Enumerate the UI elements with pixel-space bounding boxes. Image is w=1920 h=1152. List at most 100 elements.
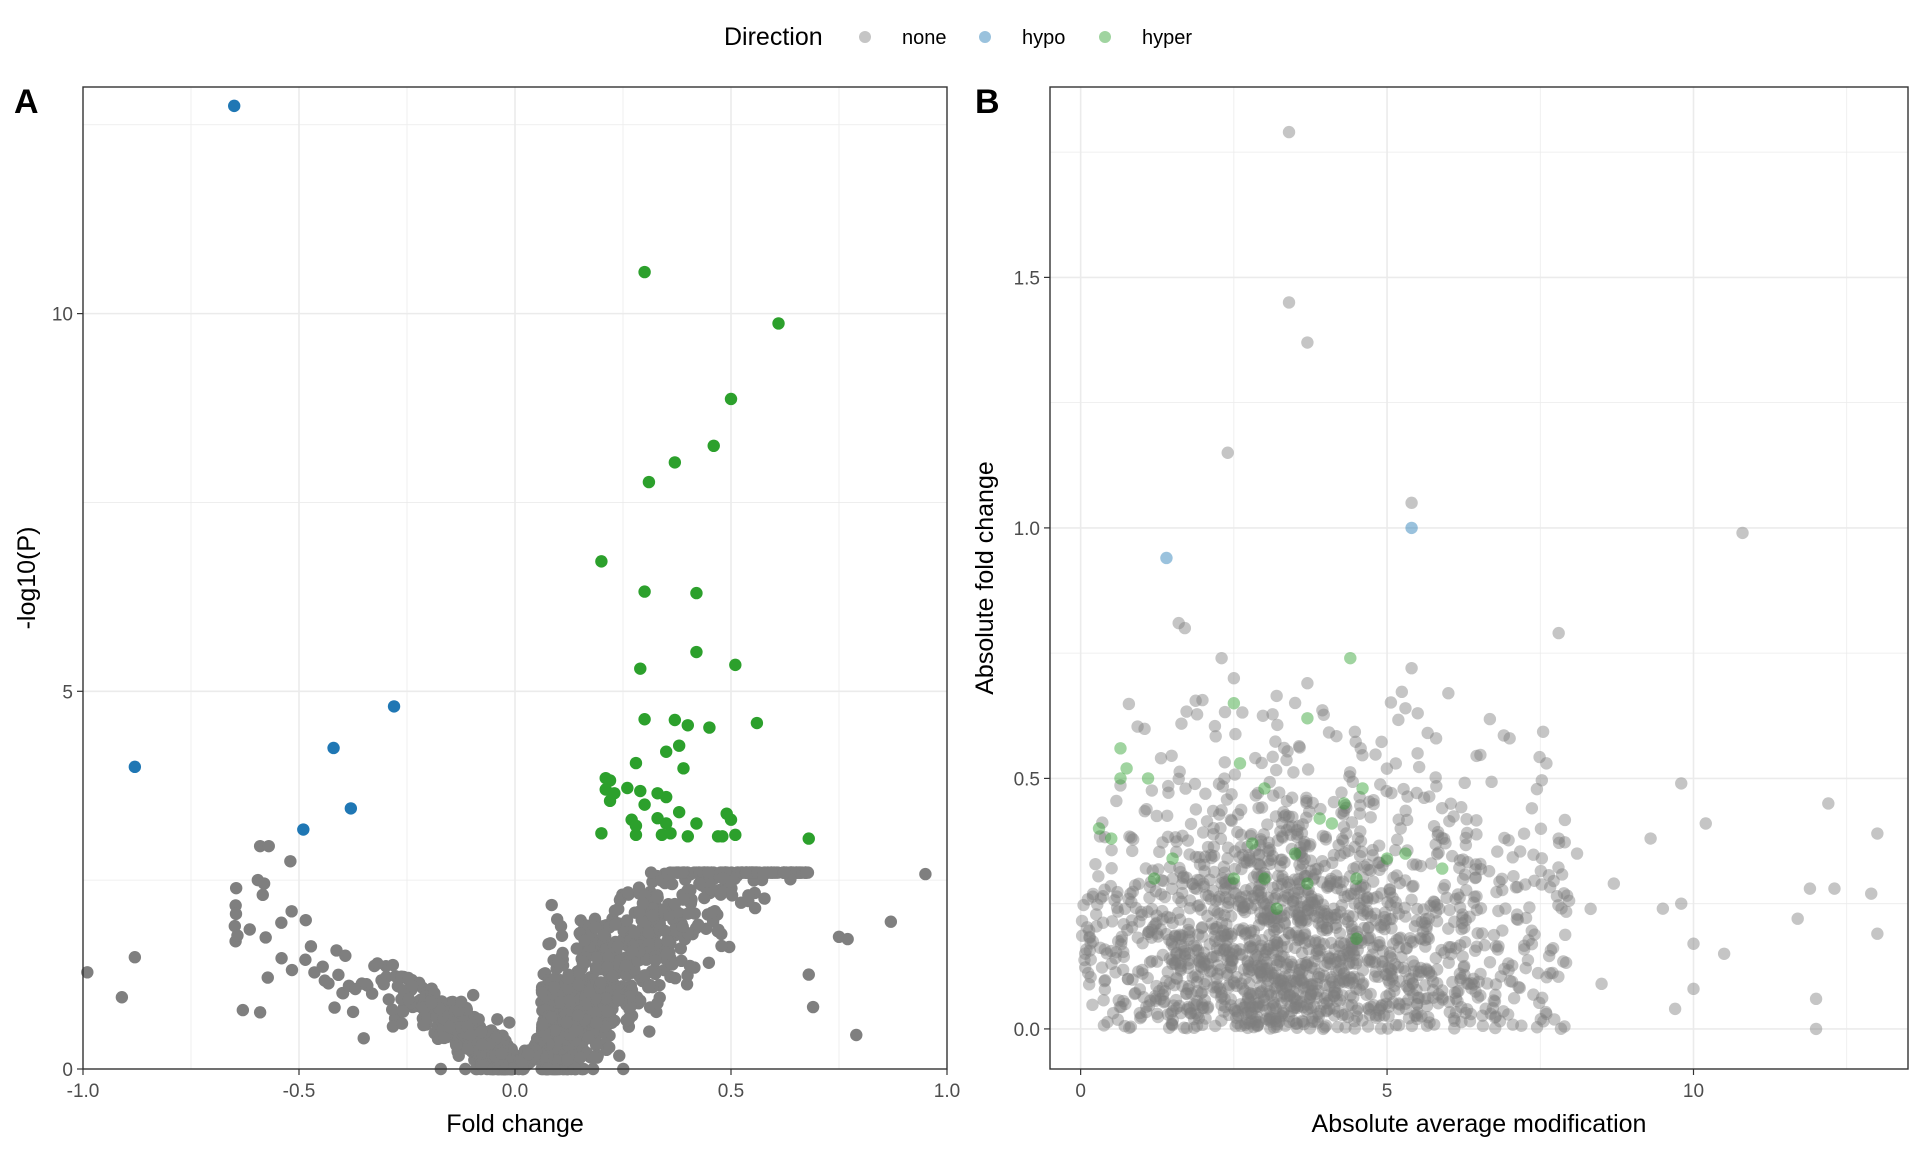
scatter-point-none: [1259, 1012, 1273, 1026]
scatter-point-hyper: [1105, 832, 1118, 845]
scatter-point-none: [1291, 909, 1304, 922]
scatter-point-none: [572, 978, 585, 992]
scatter-point-none: [1338, 975, 1351, 989]
scatter-point-none: [1341, 1010, 1355, 1024]
scatter-point-none: [1333, 994, 1347, 1007]
scatter-point-none: [425, 996, 438, 1010]
scatter-point-none: [1288, 904, 1301, 918]
scatter-point-none: [1492, 940, 1505, 953]
scatter-point-none: [1283, 988, 1296, 1002]
scatter-point-none: [1150, 1007, 1164, 1020]
scatter-point-none: [1453, 891, 1466, 904]
scatter-point-none: [1506, 851, 1519, 864]
scatter-point-none: [349, 982, 362, 996]
scatter-point-none: [1399, 910, 1412, 923]
scatter-point-none: [1403, 983, 1416, 997]
scatter-point-none: [1283, 968, 1296, 982]
scatter-point-none: [1527, 848, 1540, 861]
scatter-point-none: [1361, 953, 1374, 967]
scatter-point-hyper: [638, 585, 651, 598]
scatter-point-none: [1199, 850, 1212, 863]
panel-a-points: [81, 99, 932, 1076]
scatter-point-none: [1191, 944, 1205, 957]
scatter-point-none: [1360, 988, 1373, 1001]
scatter-point-none: [1206, 884, 1220, 897]
scatter-point-none: [1279, 961, 1292, 975]
scatter-point-none: [1471, 927, 1484, 940]
scatter-point-none: [1336, 832, 1349, 846]
scatter-point-none: [1375, 998, 1389, 1012]
scatter-point-none: [1374, 1002, 1387, 1015]
scatter-point-none: [1289, 892, 1303, 905]
scatter-point-none: [1236, 903, 1250, 917]
scatter-point-none: [1344, 887, 1358, 901]
scatter-point-none: [1444, 947, 1458, 961]
scatter-point-none: [666, 866, 680, 879]
scatter-point-none: [1431, 829, 1445, 842]
panelb-background: [1050, 87, 1908, 1069]
scatter-point-none: [1405, 1019, 1419, 1033]
scatter-point-none: [1454, 971, 1468, 985]
scatter-point-none: [1223, 946, 1236, 959]
scatter-point-none: [1249, 1015, 1262, 1029]
scatter-point-none: [1344, 971, 1357, 984]
scatter-point-none: [1330, 881, 1343, 895]
scatter-point-none: [1321, 956, 1334, 969]
scatter-point-none: [1197, 962, 1211, 976]
scatter-point-none: [1278, 890, 1292, 903]
scatter-point-none: [1470, 749, 1483, 763]
scatter-point-none: [1410, 902, 1424, 916]
scatter-point-hyper: [660, 817, 673, 830]
scatter-point-none: [1282, 1015, 1296, 1029]
scatter-point-none: [1306, 796, 1319, 810]
scatter-point-none: [1316, 916, 1329, 930]
scatter-point-none: [1218, 943, 1232, 956]
scatter-point-none: [1350, 953, 1364, 967]
scatter-point-none: [1385, 963, 1398, 977]
scatter-point-none: [1341, 889, 1355, 902]
scatter-point-none: [1231, 808, 1245, 821]
scatter-point-none: [1267, 996, 1280, 1009]
scatter-point-none: [128, 951, 142, 964]
scatter-point-none: [1156, 948, 1170, 962]
scatter-point-none: [1167, 999, 1180, 1012]
scatter-point-none: [1292, 970, 1305, 983]
scatter-point-none: [1460, 977, 1474, 990]
scatter-point-none: [1202, 889, 1215, 903]
scatter-point-none: [1222, 981, 1235, 994]
scatter-point-none: [1372, 1003, 1386, 1017]
scatter-point-none: [1176, 886, 1189, 900]
scatter-point-none: [1383, 976, 1396, 990]
scatter-point-none: [1280, 823, 1293, 837]
scatter-point-none: [1163, 933, 1176, 947]
scatter-point-none: [1192, 954, 1205, 967]
scatter-point-none: [1394, 931, 1407, 944]
scatter-point-none: [1282, 810, 1295, 823]
scatter-point-none: [1165, 1017, 1178, 1030]
scatter-point-none: [1147, 920, 1160, 933]
scatter-point-none: [1180, 1021, 1193, 1035]
scatter-point-none: [1239, 890, 1253, 903]
scatter-point-none: [1290, 824, 1304, 837]
scatter-point-none: [1288, 1001, 1301, 1015]
scatter-point-none: [1472, 975, 1485, 988]
scatter-point-none: [1456, 911, 1469, 924]
scatter-point-none: [1467, 896, 1480, 909]
scatter-point-none: [1337, 808, 1350, 821]
scatter-point-none: [1178, 621, 1192, 635]
scatter-point-none: [1401, 790, 1414, 803]
scatter-point-none: [1313, 935, 1326, 949]
scatter-point-none: [1266, 849, 1279, 863]
scatter-point-none: [1170, 947, 1183, 960]
scatter-point-none: [1270, 763, 1283, 777]
scatter-point-none: [1280, 980, 1293, 994]
scatter-point-none: [1258, 962, 1271, 976]
scatter-point-none: [1105, 862, 1118, 875]
scatter-point-none: [1320, 989, 1334, 1002]
scatter-point-none: [1491, 845, 1504, 858]
scatter-point-none: [1324, 936, 1338, 950]
scatter-point-none: [1318, 904, 1331, 917]
scatter-point-none: [1338, 846, 1351, 860]
scatter-point-none: [1317, 1022, 1330, 1036]
scatter-point-none: [1193, 873, 1206, 887]
